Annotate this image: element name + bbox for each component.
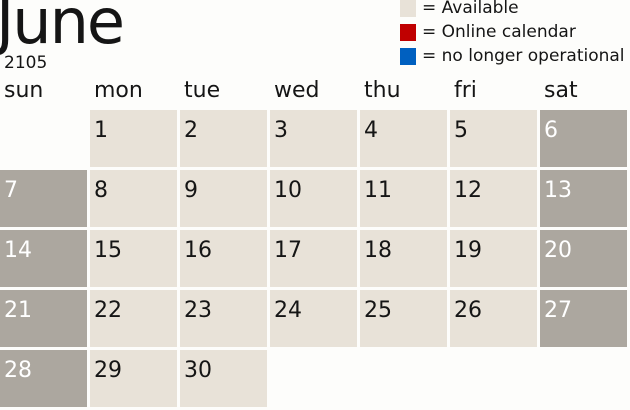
day-cell[interactable]: 7 xyxy=(0,170,87,227)
day-cell[interactable]: 25 xyxy=(360,290,447,347)
day-number: 20 xyxy=(544,238,572,263)
weekday-fri: fri xyxy=(454,78,477,103)
day-number: 3 xyxy=(274,118,288,143)
day-cell[interactable]: 12 xyxy=(450,170,537,227)
day-number: 16 xyxy=(184,238,212,263)
day-cell[interactable]: 28 xyxy=(0,350,87,407)
day-cell[interactable]: 19 xyxy=(450,230,537,287)
day-number: 7 xyxy=(4,178,18,203)
day-number: 23 xyxy=(184,298,212,323)
day-number: 21 xyxy=(4,298,32,323)
day-cell[interactable]: 13 xyxy=(540,170,627,227)
legend-label: = no longer operational xyxy=(422,46,625,66)
day-number: 9 xyxy=(184,178,198,203)
available-swatch-icon xyxy=(400,0,416,17)
legend-label: = Online calendar xyxy=(422,22,576,42)
day-number: 8 xyxy=(94,178,108,203)
day-cell[interactable]: 22 xyxy=(90,290,177,347)
day-number: 30 xyxy=(184,358,212,383)
day-cell[interactable]: 3 xyxy=(270,110,357,167)
day-cell[interactable]: 6 xyxy=(540,110,627,167)
weekday-mon: mon xyxy=(94,78,143,103)
day-cell[interactable]: 4 xyxy=(360,110,447,167)
year-label: 2105 xyxy=(4,53,48,73)
day-number: 29 xyxy=(94,358,122,383)
day-number: 18 xyxy=(364,238,392,263)
day-number: 1 xyxy=(94,118,108,143)
day-number: 6 xyxy=(544,118,558,143)
day-number: 27 xyxy=(544,298,572,323)
day-cell[interactable]: 17 xyxy=(270,230,357,287)
day-cell[interactable]: 14 xyxy=(0,230,87,287)
day-number: 26 xyxy=(454,298,482,323)
weekday-sat: sat xyxy=(544,78,578,103)
legend-label: = Available xyxy=(422,0,519,18)
day-cell[interactable]: 2 xyxy=(180,110,267,167)
day-cell[interactable]: 27 xyxy=(540,290,627,347)
day-cell[interactable]: 30 xyxy=(180,350,267,407)
day-number: 14 xyxy=(4,238,32,263)
day-cell[interactable]: 1 xyxy=(90,110,177,167)
day-cell[interactable]: 8 xyxy=(90,170,177,227)
day-cell[interactable]: 21 xyxy=(0,290,87,347)
day-number: 4 xyxy=(364,118,378,143)
day-cell[interactable]: 18 xyxy=(360,230,447,287)
day-number: 28 xyxy=(4,358,32,383)
day-number: 24 xyxy=(274,298,302,323)
day-cell[interactable]: 11 xyxy=(360,170,447,227)
day-number: 13 xyxy=(544,178,572,203)
day-cell[interactable]: 10 xyxy=(270,170,357,227)
day-number: 15 xyxy=(94,238,122,263)
day-number: 12 xyxy=(454,178,482,203)
online-swatch-icon xyxy=(400,24,416,41)
day-number: 10 xyxy=(274,178,302,203)
defunct-swatch-icon xyxy=(400,48,416,65)
month-title: June xyxy=(0,0,125,58)
day-cell[interactable]: 24 xyxy=(270,290,357,347)
weekday-sun: sun xyxy=(4,78,44,103)
day-number: 17 xyxy=(274,238,302,263)
day-number: 2 xyxy=(184,118,198,143)
day-cell[interactable]: 16 xyxy=(180,230,267,287)
day-cell[interactable]: 29 xyxy=(90,350,177,407)
weekday-thu: thu xyxy=(364,78,401,103)
day-cell[interactable]: 23 xyxy=(180,290,267,347)
day-number: 5 xyxy=(454,118,468,143)
day-number: 11 xyxy=(364,178,392,203)
day-cell[interactable]: 20 xyxy=(540,230,627,287)
day-number: 19 xyxy=(454,238,482,263)
day-cell[interactable]: 9 xyxy=(180,170,267,227)
day-cell[interactable]: 15 xyxy=(90,230,177,287)
weekday-tue: tue xyxy=(184,78,221,103)
day-cell[interactable]: 5 xyxy=(450,110,537,167)
day-number: 25 xyxy=(364,298,392,323)
weekday-wed: wed xyxy=(274,78,320,103)
day-number: 22 xyxy=(94,298,122,323)
day-cell[interactable]: 26 xyxy=(450,290,537,347)
